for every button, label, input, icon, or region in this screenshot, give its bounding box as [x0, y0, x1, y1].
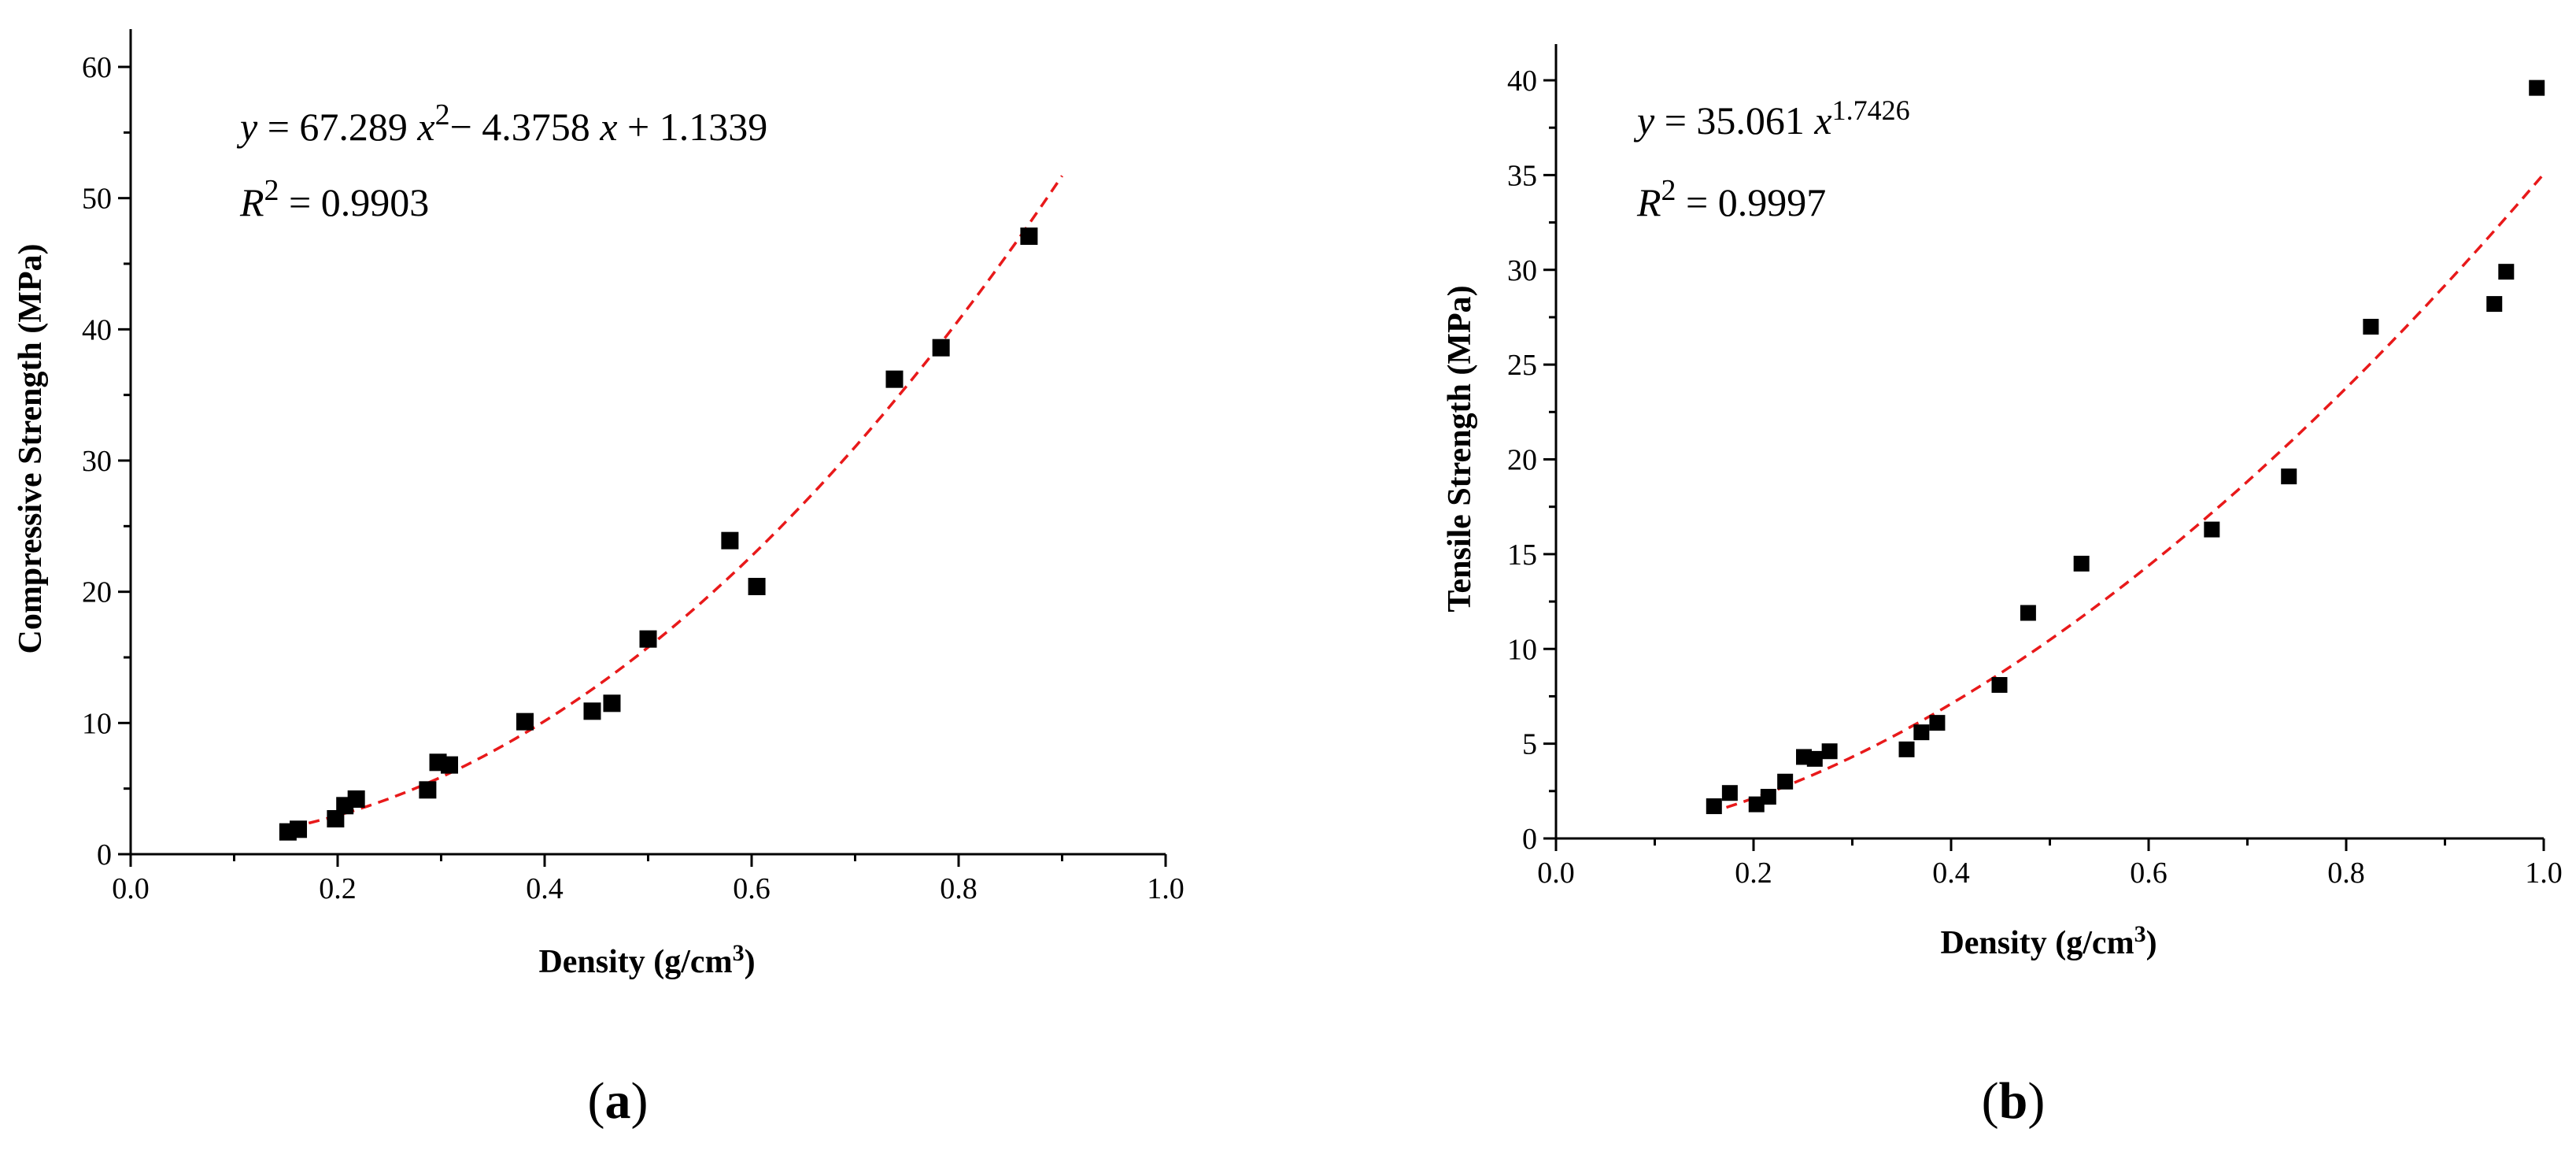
chart-a-x-tick-label: 0.8: [940, 872, 978, 905]
chart-a-y-tick-label: 10: [82, 707, 112, 740]
chart-a-data-point: [347, 790, 365, 808]
chart-a-x-tick-label: 1.0: [1147, 872, 1185, 905]
chart-a-data-point: [885, 370, 904, 388]
chart-b-data-point: [2073, 555, 2090, 572]
chart-b-x-tick-label: 0.6: [2130, 857, 2168, 890]
chart-b-equation: y = 35.061 x1.7426: [1633, 94, 1910, 142]
chart-a-data-point: [721, 531, 739, 550]
chart-b-data-point: [1806, 750, 1823, 767]
chart-b-points: [1706, 80, 2545, 815]
chart-a-x-tick-label: 0.0: [112, 872, 150, 905]
chart-b-data-point: [2498, 264, 2515, 280]
chart-b-y-tick-label: 40: [1507, 65, 1537, 98]
chart-b-data-point: [1721, 785, 1738, 801]
chart-a-equation: y = 67.289 x2− 4.3758 x + 1.1339: [236, 98, 767, 149]
chart-b-data-point: [2020, 605, 2036, 621]
chart-b-y-tick-label: 5: [1522, 728, 1537, 761]
chart-b-fit-curve: [1709, 172, 2545, 814]
chart-a-y-tick-label: 50: [82, 183, 112, 216]
chart-a-x-axis-title: Density (g/cm3): [538, 940, 755, 980]
chart-a-data-point: [1020, 228, 1038, 245]
chart-a-data-point: [603, 694, 621, 712]
chart-b-y-tick-label: 35: [1507, 159, 1537, 192]
chart-b-ticks: 0.0 0.2 0.4 0.6 0.8 1.0 0 5 10 15 20 25 30 35 40: [1507, 65, 2563, 890]
chart-a-data-point: [419, 781, 437, 799]
chart-a-data-point: [583, 702, 601, 720]
chart-b-data-point: [2363, 318, 2379, 335]
chart-b-panel-label: (b): [1982, 1072, 2046, 1130]
chart-a-data-point: [748, 578, 766, 595]
chart-b-r-squared: R2 = 0.9997: [1636, 174, 1826, 224]
chart-a: 0.0 0.2 0.4 0.6 0.8 1.0 0 10 20 30 40 50 60 y = 67.2…: [13, 29, 1185, 1130]
chart-b-x-tick-label: 0.0: [1537, 857, 1575, 890]
chart-b-data-point: [1706, 798, 1722, 815]
chart-b-y-tick-label: 0: [1522, 823, 1537, 856]
chart-b-data-point: [1748, 796, 1765, 812]
chart-a-points: [279, 228, 1038, 841]
chart-b-y-tick-label: 10: [1507, 633, 1537, 666]
chart-a-data-point: [290, 820, 308, 838]
chart-b-x-tick-label: 0.2: [1735, 857, 1772, 890]
chart-b-data-point: [1991, 676, 2008, 693]
chart-a-y-tick-label: 40: [82, 313, 112, 346]
chart-b-data-point: [2486, 296, 2503, 313]
chart-a-panel-label: (a): [588, 1072, 649, 1130]
chart-b-data-point: [1821, 743, 1838, 760]
chart-a-x-tick-label: 0.2: [319, 872, 357, 905]
chart-b-data-point: [1777, 773, 1794, 790]
chart-a-data-point: [516, 712, 534, 731]
chart-b-data-point: [1760, 789, 1776, 805]
chart-a-y-tick-label: 60: [82, 51, 112, 84]
chart-a-data-point: [327, 810, 345, 827]
chart-b-y-axis-title: Tensile Strength (MPa): [1442, 285, 1478, 612]
chart-a-data-point: [639, 630, 657, 648]
chart-b-y-tick-label: 30: [1507, 254, 1537, 287]
chart-a-x-tick-label: 0.4: [526, 872, 564, 905]
chart-b-x-axis-title: Density (g/cm3): [1940, 921, 2157, 961]
chart-b-x-tick-label: 0.4: [1932, 857, 1970, 890]
chart-a-y-tick-label: 20: [82, 576, 112, 609]
chart-b-y-tick-label: 20: [1507, 444, 1537, 477]
chart-a-ticks: 0.0 0.2 0.4 0.6 0.8 1.0 0 10 20 30 40 50 60: [82, 51, 1185, 905]
chart-a-data-point: [441, 756, 459, 774]
chart-a-r-squared: R2 = 0.9903: [239, 174, 429, 224]
chart-a-y-axis-title: Compressive Strength (MPa): [13, 243, 49, 653]
chart-b-data-point: [1929, 715, 1946, 731]
chart-b-data-point: [2204, 521, 2220, 538]
chart-a-data-point: [932, 339, 950, 357]
chart-b: 0.0 0.2 0.4 0.6 0.8 1.0 0 5 10 15 20 25 30 35 40 y = 3…: [1442, 44, 2563, 1130]
chart-b-y-tick-label: 15: [1507, 538, 1537, 572]
chart-b-data-point: [2529, 80, 2545, 96]
chart-b-x-tick-label: 0.8: [2327, 857, 2365, 890]
chart-b-data-point: [2281, 468, 2297, 485]
chart-a-x-tick-label: 0.6: [733, 872, 771, 905]
chart-a-y-tick-label: 30: [82, 445, 112, 478]
chart-b-x-tick-label: 1.0: [2525, 857, 2563, 890]
chart-b-data-point: [1913, 724, 1930, 741]
chart-a-y-tick-label: 0: [97, 838, 112, 872]
chart-a-fit-curve: [290, 175, 1063, 829]
chart-b-data-point: [1898, 741, 1915, 757]
chart-b-y-tick-label: 25: [1507, 349, 1537, 382]
